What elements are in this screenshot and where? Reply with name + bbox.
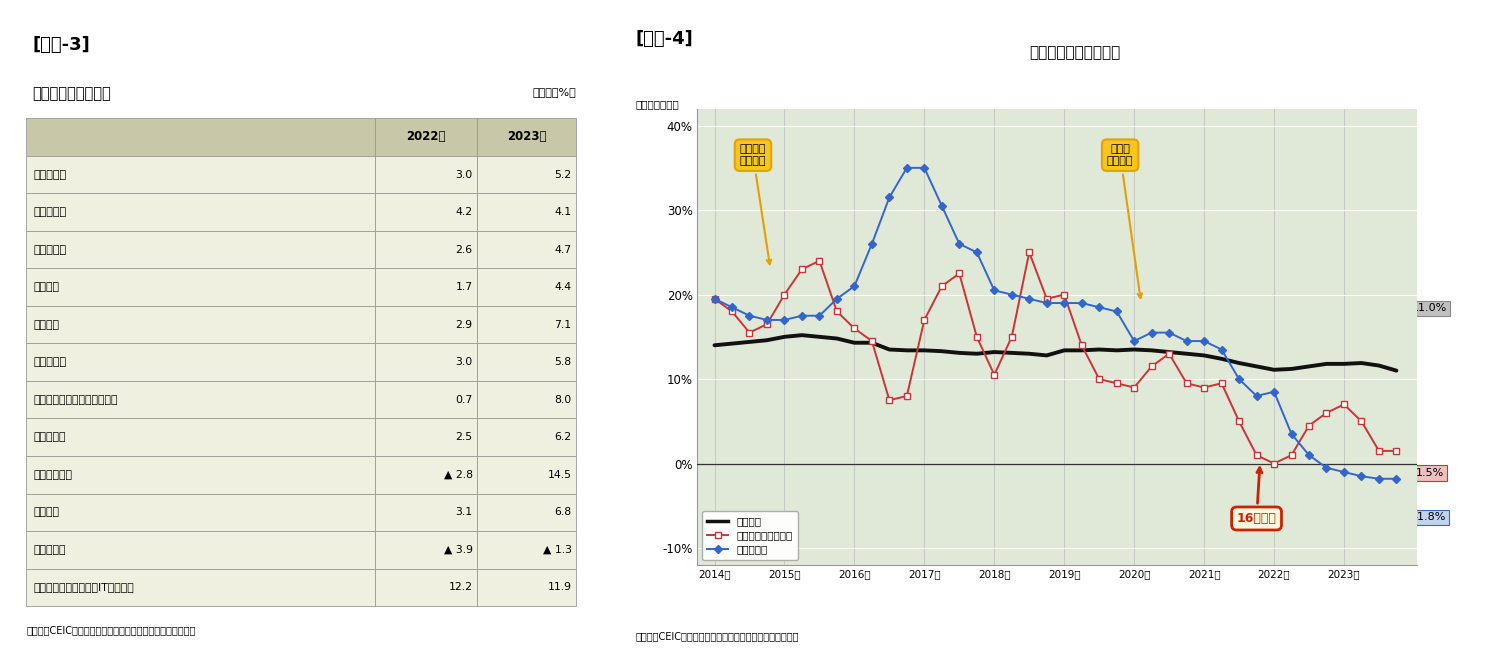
Text: 情報通信・ソフト・ITサービス: 情報通信・ソフト・ITサービス	[33, 582, 134, 592]
Text: 1.7: 1.7	[456, 282, 472, 292]
FancyBboxPatch shape	[376, 344, 477, 381]
Text: 産業別の実質成長率: 産業別の実質成長率	[32, 87, 111, 101]
FancyBboxPatch shape	[27, 494, 376, 531]
FancyBboxPatch shape	[27, 306, 376, 344]
Text: 2.6: 2.6	[456, 245, 472, 255]
FancyBboxPatch shape	[376, 456, 477, 494]
Text: 12.2: 12.2	[448, 582, 472, 592]
FancyBboxPatch shape	[477, 568, 576, 606]
FancyBboxPatch shape	[376, 381, 477, 418]
FancyBboxPatch shape	[376, 494, 477, 531]
Text: 0.7: 0.7	[456, 395, 472, 405]
FancyBboxPatch shape	[477, 456, 576, 494]
FancyBboxPatch shape	[27, 418, 376, 456]
Text: ▲ 2.8: ▲ 2.8	[444, 470, 472, 480]
Text: 8.0: 8.0	[555, 395, 572, 405]
Text: （資料）CEIC（出所は中国国家統計局）のデータを元に作成: （資料）CEIC（出所は中国国家統計局）のデータを元に作成	[27, 625, 196, 635]
FancyBboxPatch shape	[27, 381, 376, 418]
Text: 3.1: 3.1	[456, 508, 472, 518]
Text: 2.5: 2.5	[456, 432, 472, 442]
FancyBboxPatch shape	[376, 193, 477, 231]
Text: 3.0: 3.0	[456, 358, 472, 367]
FancyBboxPatch shape	[477, 306, 576, 344]
Text: （単位：%）: （単位：%）	[532, 87, 576, 97]
Text: [図表-3]: [図表-3]	[32, 36, 90, 54]
Text: 第１次産業: 第１次産業	[33, 207, 66, 217]
FancyBboxPatch shape	[376, 418, 477, 456]
FancyBboxPatch shape	[376, 306, 477, 344]
FancyBboxPatch shape	[27, 118, 376, 156]
FancyBboxPatch shape	[27, 231, 376, 268]
FancyBboxPatch shape	[27, 531, 376, 568]
Text: 5.8: 5.8	[555, 358, 572, 367]
FancyBboxPatch shape	[27, 568, 376, 606]
Text: 7.1: 7.1	[555, 319, 572, 329]
Text: 不動産関連融資の推移: 不動産関連融資の推移	[1029, 45, 1120, 60]
FancyBboxPatch shape	[477, 118, 576, 156]
Text: 2023年: 2023年	[507, 131, 546, 143]
Text: 宿泊飲食業: 宿泊飲食業	[33, 470, 72, 480]
Text: 14.5: 14.5	[547, 470, 572, 480]
Text: 6.8: 6.8	[555, 508, 572, 518]
Text: 建築業: 建築業	[33, 319, 59, 329]
FancyBboxPatch shape	[477, 418, 576, 456]
FancyBboxPatch shape	[477, 344, 576, 381]
FancyBboxPatch shape	[376, 118, 477, 156]
Text: 4.7: 4.7	[555, 245, 572, 255]
FancyBboxPatch shape	[477, 381, 576, 418]
Text: 交通・運輸・倉庫・郵便業: 交通・運輸・倉庫・郵便業	[33, 395, 117, 405]
Text: （前年同期比）: （前年同期比）	[636, 99, 680, 109]
Text: 卸小売業: 卸小売業	[33, 432, 66, 442]
FancyBboxPatch shape	[27, 344, 376, 381]
Text: 金融業: 金融業	[33, 508, 59, 518]
FancyBboxPatch shape	[477, 268, 576, 306]
Text: 2.9: 2.9	[456, 319, 472, 329]
Text: -1.8%: -1.8%	[1414, 512, 1445, 522]
FancyBboxPatch shape	[376, 156, 477, 193]
FancyBboxPatch shape	[477, 494, 576, 531]
FancyBboxPatch shape	[376, 568, 477, 606]
Text: 4.2: 4.2	[456, 207, 472, 217]
Text: 5.2: 5.2	[555, 169, 572, 179]
Text: 11.0%: 11.0%	[1412, 303, 1447, 313]
Text: ▲ 3.9: ▲ 3.9	[444, 545, 472, 555]
FancyBboxPatch shape	[376, 531, 477, 568]
Text: 第２次産業: 第２次産業	[33, 245, 66, 255]
Text: ▲ 1.3: ▲ 1.3	[543, 545, 572, 555]
FancyBboxPatch shape	[27, 456, 376, 494]
FancyBboxPatch shape	[477, 231, 576, 268]
Text: 4.1: 4.1	[555, 207, 572, 217]
Text: 1.5%: 1.5%	[1415, 468, 1444, 478]
Text: 2022年: 2022年	[406, 131, 447, 143]
Text: 6.2: 6.2	[555, 432, 572, 442]
Text: 11.9: 11.9	[547, 582, 572, 592]
FancyBboxPatch shape	[27, 193, 376, 231]
FancyBboxPatch shape	[477, 531, 576, 568]
Text: 第３次産業: 第３次産業	[33, 358, 66, 367]
Text: 4.4: 4.4	[555, 282, 572, 292]
FancyBboxPatch shape	[27, 268, 376, 306]
Text: 国内総生産: 国内総生産	[33, 169, 66, 179]
Text: 製造業: 製造業	[33, 282, 59, 292]
FancyBboxPatch shape	[376, 268, 477, 306]
FancyBboxPatch shape	[27, 156, 376, 193]
Text: 3.0: 3.0	[456, 169, 472, 179]
Text: [図表-4]: [図表-4]	[636, 29, 693, 47]
FancyBboxPatch shape	[477, 193, 576, 231]
Text: （資料）CEIC（出所は中国人民銀行）のデータを元に作成: （資料）CEIC（出所は中国人民銀行）のデータを元に作成	[636, 631, 799, 641]
FancyBboxPatch shape	[477, 156, 576, 193]
Text: 不動産業: 不動産業	[33, 545, 66, 555]
FancyBboxPatch shape	[376, 231, 477, 268]
